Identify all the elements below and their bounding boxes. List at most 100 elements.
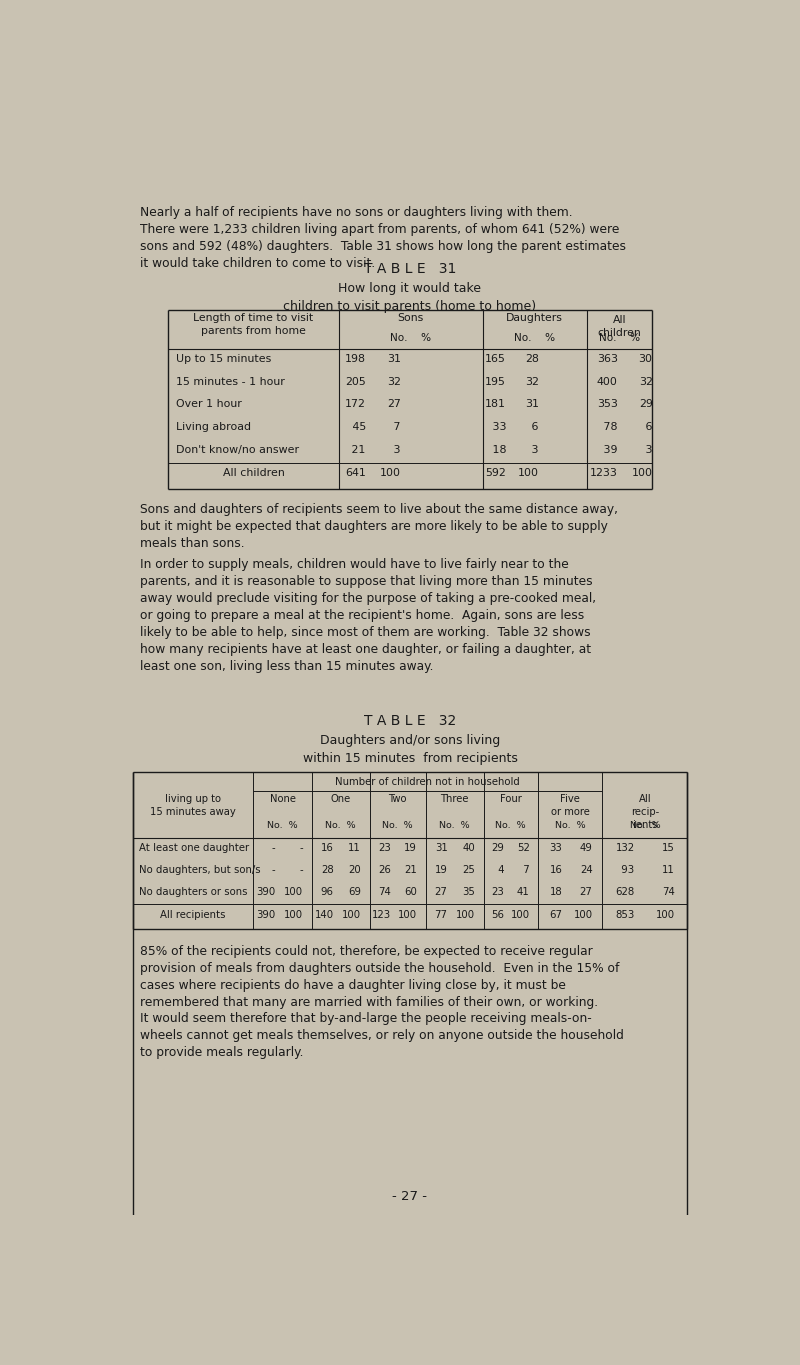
Text: living up to
15 minutes away: living up to 15 minutes away <box>150 793 236 816</box>
Text: 23: 23 <box>491 887 504 897</box>
Text: 56: 56 <box>491 909 504 920</box>
Text: 33: 33 <box>550 844 562 853</box>
Text: 25: 25 <box>462 865 475 875</box>
Text: 20: 20 <box>348 865 361 875</box>
Text: 41: 41 <box>517 887 530 897</box>
Text: 15 minutes - 1 hour: 15 minutes - 1 hour <box>176 377 285 386</box>
Text: 100: 100 <box>284 887 303 897</box>
Text: -: - <box>299 844 303 853</box>
Text: 16: 16 <box>321 844 334 853</box>
Text: 18: 18 <box>550 887 562 897</box>
Text: 27: 27 <box>580 887 593 897</box>
Text: 205: 205 <box>345 377 366 386</box>
Text: 15: 15 <box>662 844 674 853</box>
Text: 31: 31 <box>525 400 538 410</box>
Text: 6: 6 <box>642 422 653 433</box>
Text: 100: 100 <box>342 909 361 920</box>
Text: All
children: All children <box>598 315 641 339</box>
Text: 21: 21 <box>404 865 417 875</box>
Text: 853: 853 <box>615 909 634 920</box>
Text: 49: 49 <box>580 844 593 853</box>
Text: - 27 -: - 27 - <box>393 1190 427 1203</box>
Text: 26: 26 <box>378 865 391 875</box>
Text: 100: 100 <box>631 468 653 478</box>
Text: 30: 30 <box>638 354 653 364</box>
Text: 3: 3 <box>390 445 401 455</box>
Text: -: - <box>299 865 303 875</box>
Text: Over 1 hour: Over 1 hour <box>176 400 242 410</box>
Text: No.  %: No. % <box>439 822 470 830</box>
Text: 16: 16 <box>550 865 562 875</box>
Text: 96: 96 <box>321 887 334 897</box>
Text: 132: 132 <box>615 844 634 853</box>
Text: 74: 74 <box>662 887 674 897</box>
Text: 100: 100 <box>518 468 538 478</box>
Text: Number of children not in household: Number of children not in household <box>335 777 520 786</box>
Text: 69: 69 <box>348 887 361 897</box>
Text: 353: 353 <box>597 400 618 410</box>
Text: 77: 77 <box>434 909 447 920</box>
Text: 400: 400 <box>597 377 618 386</box>
Text: 93: 93 <box>618 865 634 875</box>
Text: 33: 33 <box>489 422 506 433</box>
Text: Length of time to visit
parents from home: Length of time to visit parents from hom… <box>194 313 314 336</box>
Text: children to visit parents (home to home): children to visit parents (home to home) <box>283 300 537 313</box>
Text: 390: 390 <box>256 909 275 920</box>
Text: How long it would take: How long it would take <box>338 281 482 295</box>
Text: No.  %: No. % <box>630 822 660 830</box>
Text: 32: 32 <box>525 377 538 386</box>
Text: 123: 123 <box>372 909 391 920</box>
Text: 31: 31 <box>386 354 401 364</box>
Text: All recipients: All recipients <box>160 909 226 920</box>
Text: 32: 32 <box>387 377 401 386</box>
Text: 100: 100 <box>456 909 475 920</box>
Text: It would seem therefore that by-and-large the people receiving meals-on-
wheels : It would seem therefore that by-and-larg… <box>140 1013 624 1059</box>
Text: 24: 24 <box>580 865 593 875</box>
Text: 592: 592 <box>486 468 506 478</box>
Text: 28: 28 <box>525 354 538 364</box>
Text: 172: 172 <box>345 400 366 410</box>
Text: 29: 29 <box>491 844 504 853</box>
Text: 28: 28 <box>321 865 334 875</box>
Text: 78: 78 <box>600 422 618 433</box>
Text: 1233: 1233 <box>590 468 618 478</box>
Text: No.    %: No. % <box>514 333 555 343</box>
Text: 11: 11 <box>662 865 674 875</box>
Text: 32: 32 <box>638 377 653 386</box>
Text: 11: 11 <box>348 844 361 853</box>
Text: 4: 4 <box>494 865 504 875</box>
Text: 85% of the recipients could not, therefore, be expected to receive regular
provi: 85% of the recipients could not, therefo… <box>140 945 620 1009</box>
Text: 52: 52 <box>517 844 530 853</box>
Text: 29: 29 <box>638 400 653 410</box>
Text: 40: 40 <box>462 844 475 853</box>
Text: Up to 15 minutes: Up to 15 minutes <box>176 354 271 364</box>
Text: within 15 minutes  from recipients: within 15 minutes from recipients <box>302 752 518 764</box>
Text: 31: 31 <box>435 844 447 853</box>
Text: 100: 100 <box>380 468 401 478</box>
Text: No.  %: No. % <box>382 822 413 830</box>
Text: Sons and daughters of recipients seem to live about the same distance away,
but : Sons and daughters of recipients seem to… <box>140 502 618 550</box>
Text: 628: 628 <box>615 887 634 897</box>
Text: 45: 45 <box>349 422 366 433</box>
Text: 60: 60 <box>404 887 417 897</box>
Text: None: None <box>270 793 295 804</box>
Text: 18: 18 <box>489 445 506 455</box>
Text: Don't know/no answer: Don't know/no answer <box>176 445 299 455</box>
Text: Four: Four <box>500 793 522 804</box>
Text: Nearly a half of recipients have no sons or daughters living with them.
There we: Nearly a half of recipients have no sons… <box>140 206 626 270</box>
Text: 21: 21 <box>349 445 366 455</box>
Text: T A B L E   32: T A B L E 32 <box>364 714 456 728</box>
Text: T A B L E   31: T A B L E 31 <box>364 262 456 276</box>
Text: All children: All children <box>222 468 284 478</box>
Text: 35: 35 <box>462 887 475 897</box>
Text: No.    %: No. % <box>598 333 640 343</box>
Text: -: - <box>272 865 275 875</box>
Text: In order to supply meals, children would have to live fairly near to the
parents: In order to supply meals, children would… <box>140 558 597 673</box>
Text: 7: 7 <box>520 865 530 875</box>
Text: 195: 195 <box>486 377 506 386</box>
Text: Five
or more: Five or more <box>550 793 590 816</box>
Text: 181: 181 <box>485 400 506 410</box>
Text: Two: Two <box>388 793 407 804</box>
Text: 100: 100 <box>284 909 303 920</box>
Text: Sons: Sons <box>398 313 424 324</box>
